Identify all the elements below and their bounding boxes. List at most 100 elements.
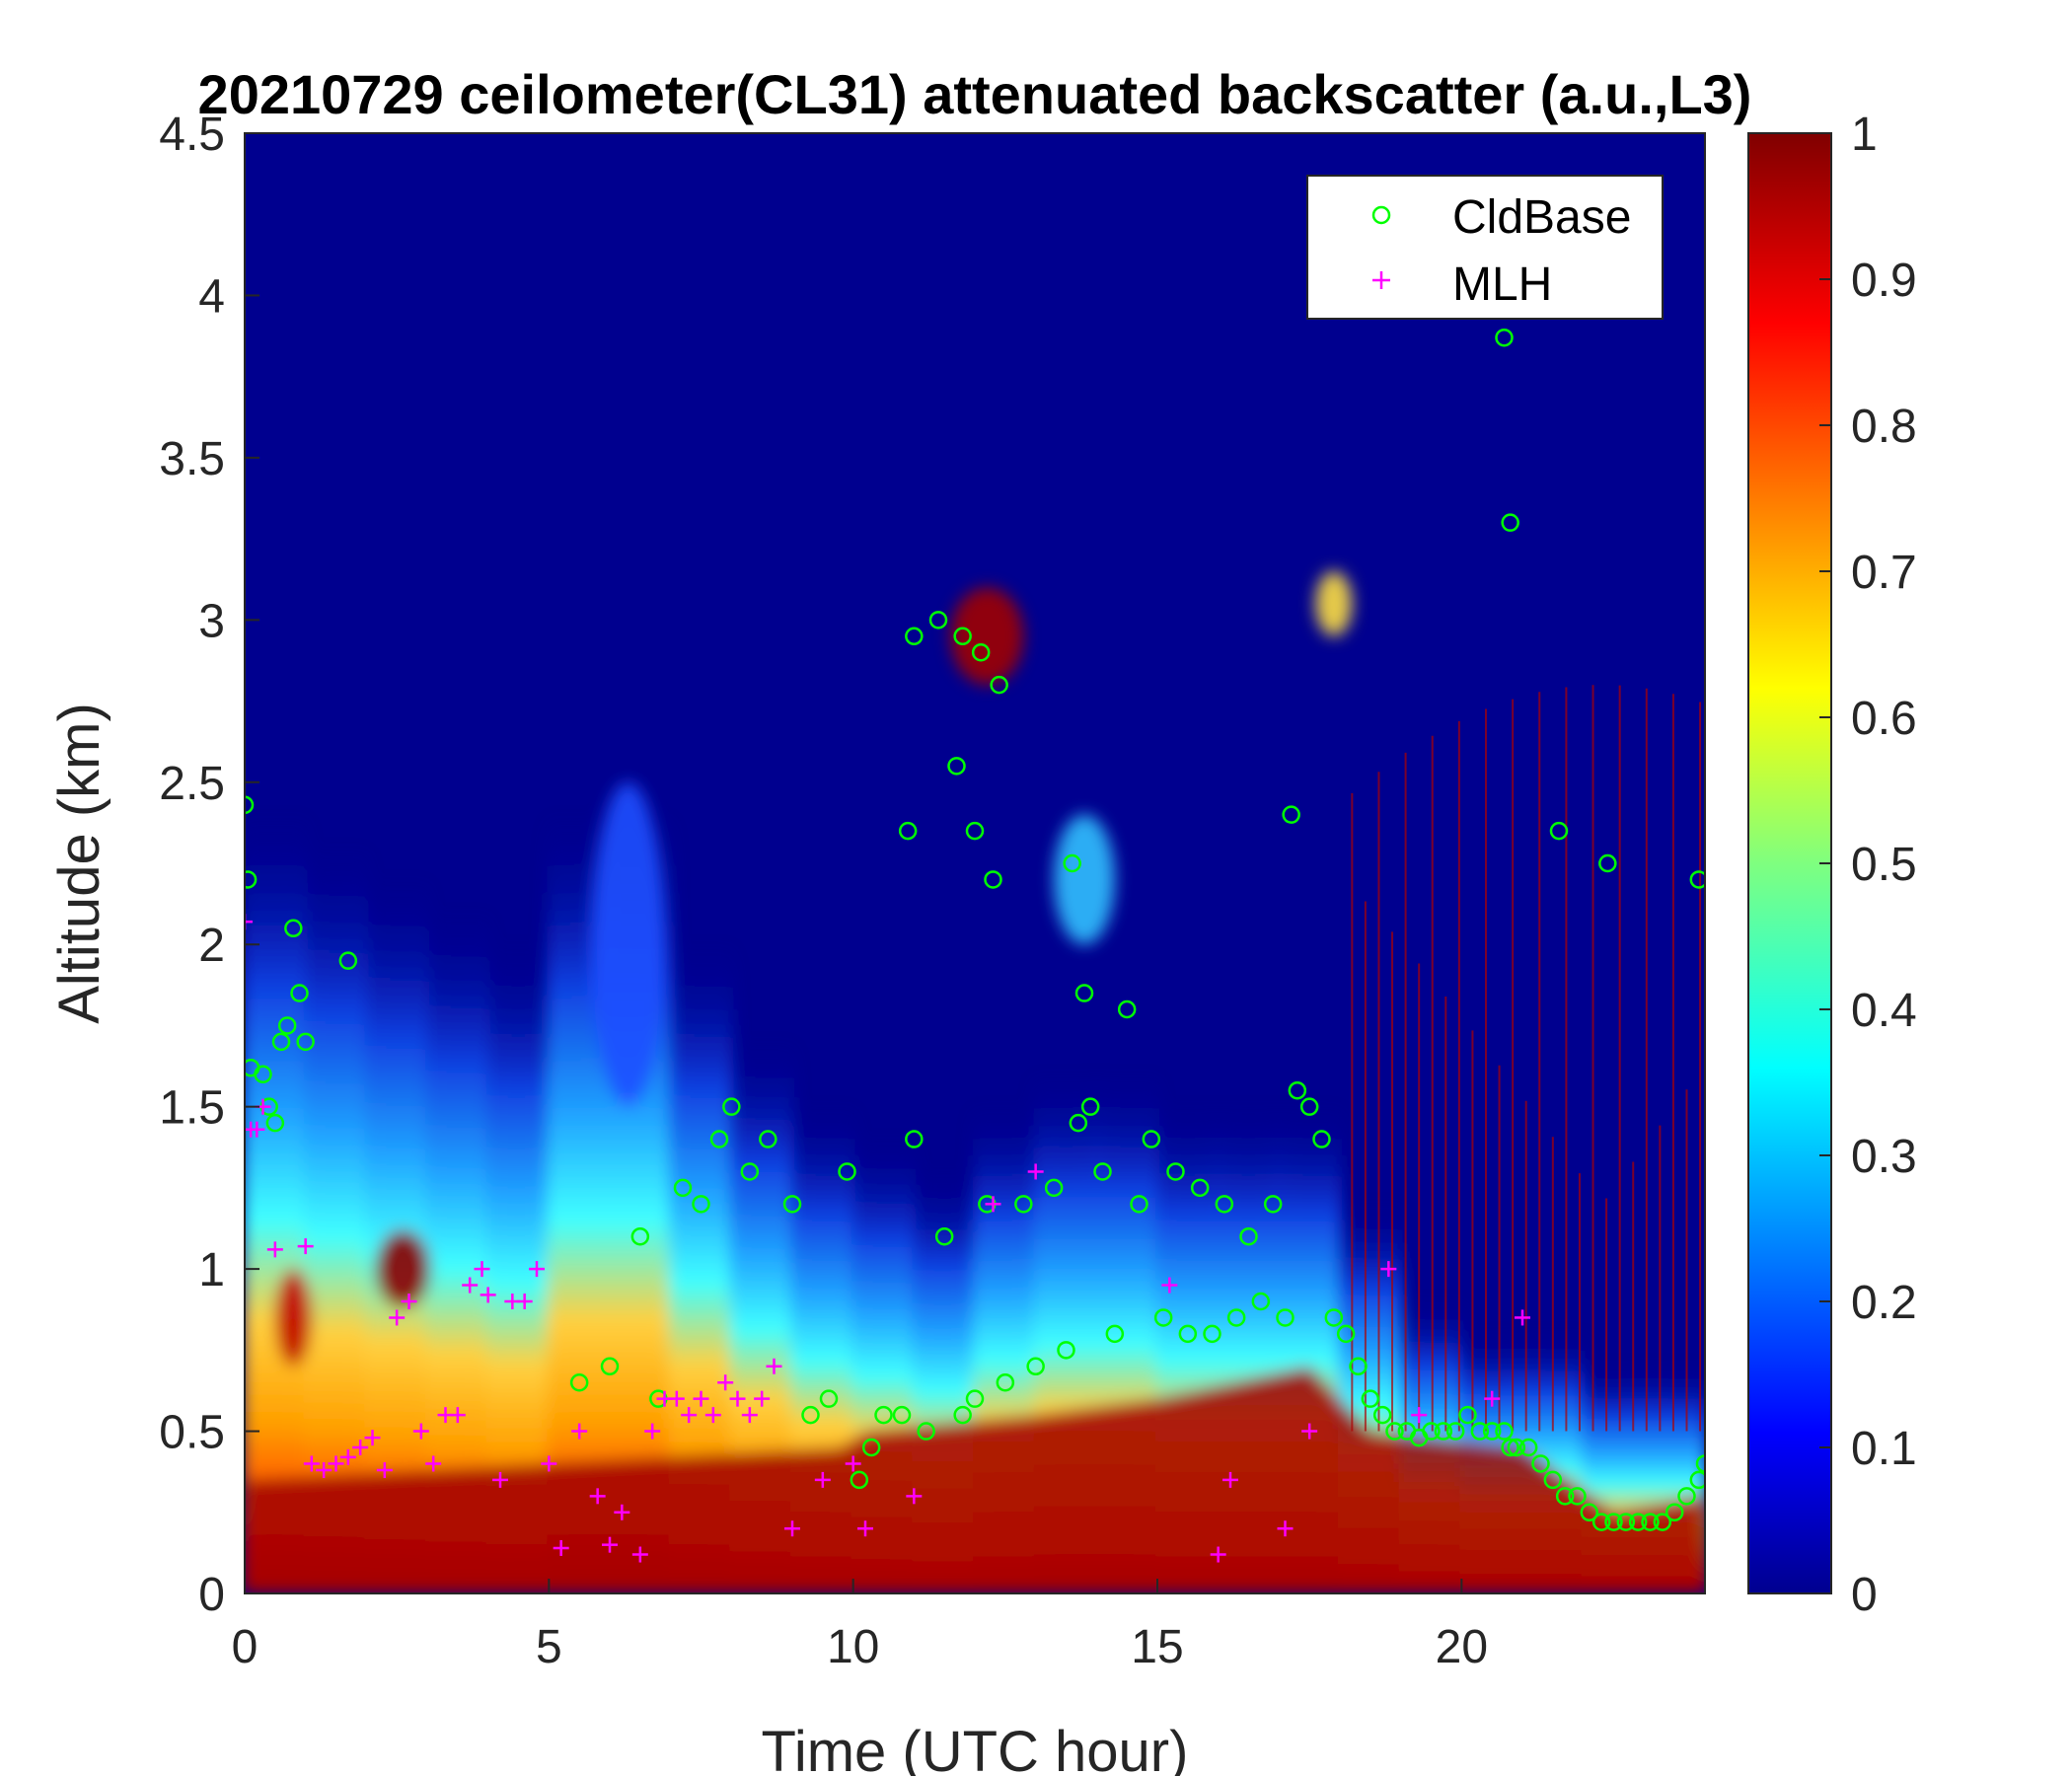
cldbase-point bbox=[1470, 1422, 1490, 1441]
mlh-point bbox=[401, 1294, 417, 1309]
cldbase-point bbox=[1495, 328, 1514, 347]
colorbar bbox=[1747, 132, 1832, 1594]
cldbase-point bbox=[254, 1065, 272, 1084]
cldbase-point bbox=[290, 984, 309, 1002]
cldbase-point bbox=[1299, 1097, 1319, 1116]
cldbase-point bbox=[965, 1389, 985, 1408]
cldbase-point bbox=[1580, 1503, 1599, 1522]
cldbase-point bbox=[1507, 1438, 1526, 1457]
cldbase-point bbox=[1080, 1097, 1100, 1116]
cldbase-point bbox=[1482, 1422, 1502, 1441]
mlh-point bbox=[303, 1455, 320, 1472]
cldbase-point bbox=[1501, 513, 1519, 532]
x-axis: 0 5 10 15 20 bbox=[232, 1579, 1488, 1673]
mlh-point bbox=[717, 1374, 734, 1391]
mlh-point bbox=[1484, 1390, 1501, 1407]
cldbase-point bbox=[1555, 1487, 1575, 1506]
cldbase-point bbox=[1105, 1324, 1125, 1344]
mlh-point bbox=[553, 1539, 569, 1556]
cldbase-point bbox=[1276, 1308, 1295, 1327]
legend-mlh-label: MLH bbox=[1452, 259, 1552, 311]
cldbase-point bbox=[1372, 1405, 1392, 1425]
cldbase-point bbox=[1263, 1195, 1283, 1214]
x-tick-label: 15 bbox=[1131, 1621, 1183, 1673]
cldbase-point bbox=[819, 1389, 839, 1408]
y-tick-label: 4 bbox=[198, 270, 225, 323]
cldbase-point bbox=[722, 1097, 741, 1116]
cldbase-point bbox=[1178, 1324, 1198, 1344]
mlh-point bbox=[389, 1309, 406, 1326]
cldbase-point bbox=[928, 611, 948, 629]
cldbase-point bbox=[1665, 1503, 1684, 1522]
mlh-point bbox=[245, 914, 253, 930]
cldbase-point bbox=[861, 1438, 881, 1457]
colorbar-tick-label: 0.3 bbox=[1851, 1131, 1917, 1183]
mlh-point bbox=[529, 1261, 545, 1278]
cldbase-point bbox=[874, 1405, 893, 1425]
legend-mlh-marker bbox=[1372, 271, 1390, 289]
cldbase-point bbox=[1501, 1438, 1519, 1457]
mlh-point bbox=[693, 1390, 709, 1407]
cldbase-point bbox=[284, 919, 303, 938]
cldbase-point bbox=[1069, 1113, 1088, 1133]
cldbase-point bbox=[1385, 1422, 1404, 1441]
cldbase-point bbox=[759, 1130, 777, 1148]
mlh-point bbox=[766, 1358, 782, 1374]
mlh-point bbox=[729, 1390, 746, 1407]
y-tick-label: 3.5 bbox=[159, 433, 225, 485]
mlh-point bbox=[474, 1261, 490, 1278]
cldbase-point bbox=[1591, 1513, 1611, 1531]
cldbase-point bbox=[1239, 1226, 1258, 1246]
cldbase-point bbox=[569, 1372, 589, 1392]
mlh-point bbox=[1277, 1520, 1294, 1537]
x-axis-label: Time (UTC hour) bbox=[762, 1720, 1189, 1776]
x-tick-label: 0 bbox=[232, 1621, 259, 1673]
mlh-point bbox=[541, 1455, 557, 1472]
colorbar-tick-label: 1 bbox=[1851, 109, 1878, 161]
backscatter-heatmap bbox=[245, 571, 1705, 1593]
mlh-point bbox=[352, 1440, 369, 1455]
mlh-point bbox=[668, 1390, 685, 1407]
y-tick-label: 1.5 bbox=[159, 1082, 225, 1135]
mlh-point bbox=[571, 1423, 588, 1440]
y-tick-label: 1 bbox=[198, 1244, 225, 1296]
plot-area bbox=[245, 133, 1705, 1593]
cldbase-point bbox=[1361, 1389, 1380, 1408]
cldbase-point bbox=[1518, 1438, 1538, 1457]
cldbase-point bbox=[1057, 1341, 1075, 1360]
cldbase-point bbox=[1689, 870, 1705, 889]
cldbase-point bbox=[245, 795, 255, 815]
y-tick-label: 0 bbox=[198, 1569, 225, 1621]
heatmap-blob bbox=[1054, 814, 1115, 945]
mlh-point bbox=[1411, 1407, 1428, 1424]
cldbase-point bbox=[1044, 1178, 1064, 1198]
cldbase-point bbox=[1434, 1422, 1453, 1441]
cldbase-point bbox=[934, 1226, 954, 1246]
y-tick-label: 2.5 bbox=[159, 758, 225, 810]
legend-cldbase-label: CldBase bbox=[1452, 191, 1631, 244]
mlh-point bbox=[412, 1423, 429, 1440]
cldbase-point bbox=[265, 1113, 285, 1133]
legend-box bbox=[1306, 175, 1664, 320]
cldbase-point bbox=[917, 1422, 935, 1441]
cldbase-point bbox=[838, 1162, 856, 1181]
colorbar-tick-label: 0.8 bbox=[1851, 401, 1917, 453]
colorbar-tick-label: 0.5 bbox=[1851, 839, 1917, 891]
mlh-point bbox=[449, 1407, 466, 1424]
series-cldbase bbox=[245, 328, 1705, 1531]
colorbar-tick-label: 0.7 bbox=[1851, 547, 1917, 599]
y-tick-label: 0.5 bbox=[159, 1407, 225, 1459]
cldbase-point bbox=[990, 675, 1008, 695]
mlh-point bbox=[681, 1407, 698, 1424]
cldbase-point bbox=[1026, 1357, 1045, 1376]
cldbase-point bbox=[1282, 805, 1300, 824]
cldbase-point bbox=[953, 627, 972, 646]
cldbase-point bbox=[277, 1016, 297, 1035]
colorbar-tick-label: 0.9 bbox=[1851, 255, 1917, 307]
cldbase-point bbox=[296, 1032, 315, 1052]
cldbase-point bbox=[1142, 1130, 1161, 1148]
cldbase-point bbox=[692, 1195, 710, 1214]
cldbase-point bbox=[905, 1130, 924, 1148]
y-tick-label: 3 bbox=[198, 595, 225, 647]
mlh-point bbox=[857, 1520, 873, 1537]
